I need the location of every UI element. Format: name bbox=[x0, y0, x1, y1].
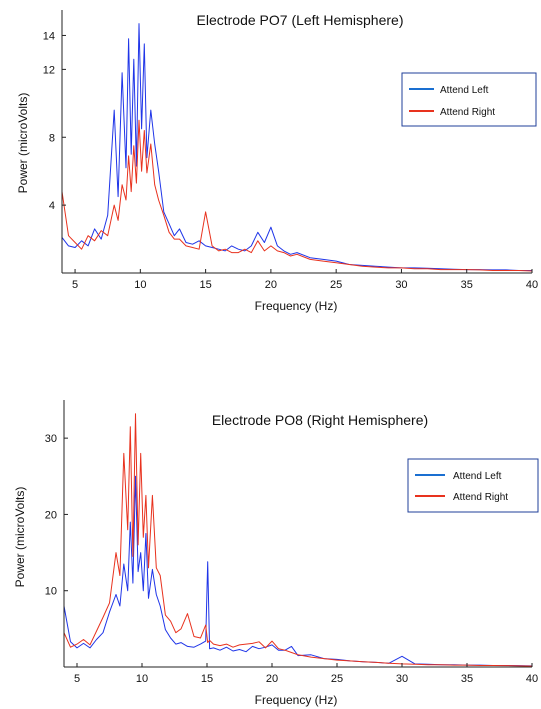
y-axis-label: Power (microVolts) bbox=[13, 487, 27, 588]
legend: Attend Left Attend Right bbox=[407, 458, 539, 513]
chart-po7: Electrode PO7 (Left Hemisphere) Frequenc… bbox=[16, 10, 538, 313]
series-line-attend-left bbox=[63, 475, 533, 667]
x-tick-label: 25 bbox=[331, 673, 343, 685]
y-tick-label: 4 bbox=[49, 200, 55, 212]
x-tick-label: 15 bbox=[199, 279, 211, 291]
x-tick-label: 40 bbox=[526, 673, 538, 685]
chart-po8: Electrode PO8 (Right Hemisphere) Frequen… bbox=[13, 400, 539, 707]
series-line-attend-right bbox=[63, 413, 533, 667]
y-tick-label: 10 bbox=[45, 586, 57, 598]
x-tick-label: 10 bbox=[134, 279, 146, 291]
x-tick-label: 40 bbox=[526, 279, 538, 291]
chart-title: Electrode PO8 (Right Hemisphere) bbox=[212, 412, 428, 428]
legend-label-attend-right: Attend Right bbox=[440, 107, 495, 118]
x-tick-label: 30 bbox=[396, 673, 408, 685]
x-tick-label: 35 bbox=[461, 279, 473, 291]
y-tick-label: 20 bbox=[45, 509, 57, 521]
x-tick-label: 5 bbox=[72, 279, 78, 291]
y-tick-label: 12 bbox=[43, 64, 55, 76]
x-tick-label: 20 bbox=[266, 673, 278, 685]
ticks-layer: 5 10 15 20 25 30 35 40 4 8 12 14 bbox=[43, 30, 538, 291]
x-axis-label: Frequency (Hz) bbox=[255, 299, 338, 313]
x-tick-label: 20 bbox=[265, 279, 277, 291]
y-tick-label: 30 bbox=[45, 433, 57, 445]
y-axis-label: Power (microVolts) bbox=[16, 93, 30, 194]
legend-box bbox=[401, 72, 537, 127]
x-tick-label: 10 bbox=[136, 673, 148, 685]
ticks-layer: 5 10 15 20 25 30 35 40 10 20 30 bbox=[45, 433, 538, 685]
series-line-attend-left bbox=[61, 23, 532, 271]
legend-box bbox=[407, 458, 539, 513]
y-tick-label: 8 bbox=[49, 132, 55, 144]
legend-label-attend-left: Attend Left bbox=[453, 471, 502, 482]
x-tick-label: 35 bbox=[461, 673, 473, 685]
legend: Attend Left Attend Right bbox=[401, 72, 537, 127]
y-tick-label: 14 bbox=[43, 30, 55, 42]
x-tick-label: 5 bbox=[74, 673, 80, 685]
x-tick-label: 15 bbox=[201, 673, 213, 685]
legend-label-attend-right: Attend Right bbox=[453, 492, 508, 503]
series-line-attend-right bbox=[61, 119, 533, 272]
legend-label-attend-left: Attend Left bbox=[440, 85, 489, 96]
chart-title: Electrode PO7 (Left Hemisphere) bbox=[197, 12, 404, 28]
x-tick-label: 30 bbox=[395, 279, 407, 291]
series-layer bbox=[63, 413, 533, 667]
x-tick-label: 25 bbox=[330, 279, 342, 291]
x-axis-label: Frequency (Hz) bbox=[255, 693, 338, 707]
series-layer bbox=[61, 23, 533, 272]
